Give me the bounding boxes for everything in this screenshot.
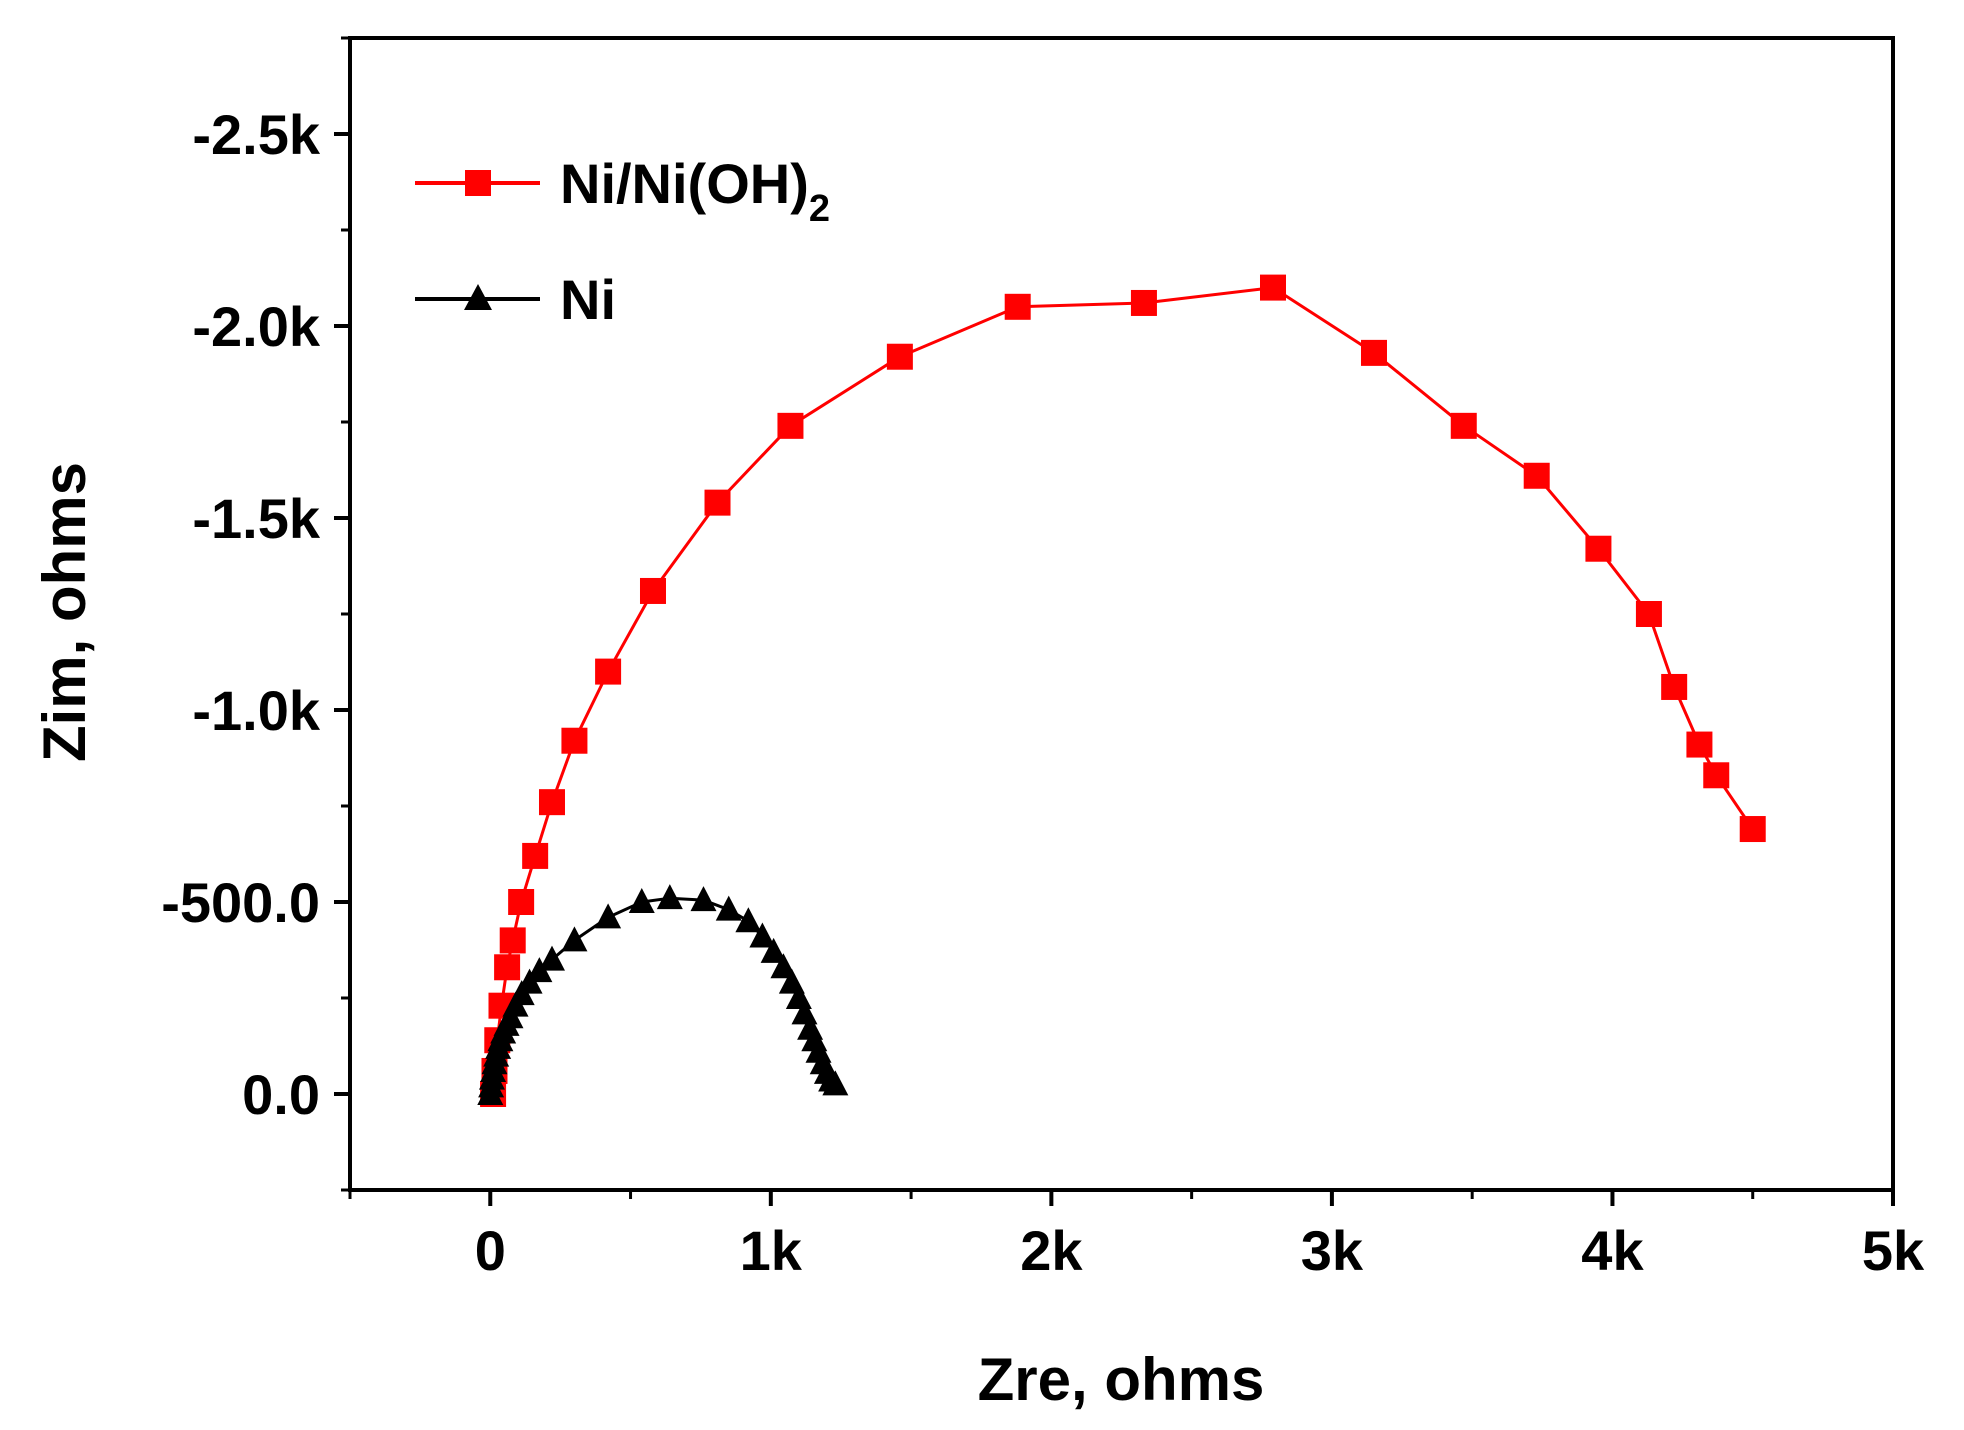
series-line-ni <box>488 896 837 1095</box>
data-point-ni-ni-oh-2 <box>1661 673 1688 700</box>
data-point-ni-ni-oh-2 <box>1450 412 1477 439</box>
data-point-ni-ni-oh-2 <box>1004 293 1031 320</box>
data-point-ni <box>822 1070 849 1096</box>
x-tick-label: 2k <box>1020 1219 1083 1282</box>
legend-label-main: Ni/Ni(OH) <box>560 152 809 215</box>
data-point-ni <box>735 907 762 933</box>
data-point-ni-ni-oh-2 <box>1739 816 1766 843</box>
legend-entry-ni: Ni <box>415 268 616 331</box>
data-point-ni-ni-oh-2 <box>886 343 913 370</box>
legend-entry-ni-ni-oh2: Ni/Ni(OH)2 <box>415 152 830 230</box>
data-point-ni <box>538 945 565 971</box>
y-tick-label: 0.0 <box>242 1063 320 1126</box>
data-point-ni-ni-oh-2 <box>1703 762 1730 789</box>
data-point-ni-ni-oh-2 <box>508 889 535 915</box>
y-tick-label: -2.0k <box>192 295 320 358</box>
data-point-ni-ni-oh-2 <box>1686 731 1713 758</box>
data-point-ni <box>656 884 683 910</box>
data-point-ni <box>770 953 797 979</box>
y-tick-label: -500.0 <box>161 871 320 934</box>
data-point-ni-ni-oh-2 <box>499 927 526 954</box>
data-point-ni <box>595 903 622 929</box>
data-point-ni <box>526 957 553 983</box>
y-axis-label: Zim, ohms <box>31 462 98 762</box>
data-point-ni-ni-oh-2 <box>1259 274 1286 301</box>
data-point-ni-ni-oh-2 <box>704 489 731 516</box>
data-point-ni-ni-oh-2 <box>1130 289 1157 316</box>
legend-label-ni: Ni <box>560 268 616 331</box>
data-point-ni <box>690 886 717 912</box>
legend-marker-square <box>465 170 491 196</box>
data-point-ni-ni-oh-2 <box>1523 462 1550 489</box>
data-point-ni-ni-oh-2 <box>595 658 622 685</box>
data-point-ni-ni-oh-2 <box>1585 535 1612 562</box>
legend-marker-triangle <box>464 284 492 310</box>
data-point-ni <box>628 888 655 913</box>
y-tick-label: -1.0k <box>192 679 320 742</box>
data-point-ni-ni-oh-2 <box>561 727 588 754</box>
x-tick-label: 4k <box>1581 1219 1644 1282</box>
data-point-ni <box>561 926 588 952</box>
x-tick-label: 1k <box>740 1219 803 1282</box>
y-tick-label: -2.5k <box>192 103 320 166</box>
legend-label-subscript: 2 <box>809 188 830 230</box>
data-point-ni-ni-oh-2 <box>1635 601 1662 627</box>
data-point-ni <box>760 937 787 963</box>
data-point-ni-ni-oh-2 <box>1360 339 1387 366</box>
x-tick-label: 0 <box>475 1219 506 1282</box>
y-tick-label: -1.5k <box>192 487 320 550</box>
x-tick-label: 5k <box>1862 1219 1925 1282</box>
x-tick-label: 3k <box>1301 1219 1364 1282</box>
x-axis-label: Zre, ohms <box>978 1346 1265 1413</box>
data-point-ni-ni-oh-2 <box>522 842 549 869</box>
legend-label-ni-ni-oh2: Ni/Ni(OH)2 <box>560 152 830 230</box>
data-point-ni-ni-oh-2 <box>494 954 521 981</box>
data-point-ni-ni-oh-2 <box>538 789 565 816</box>
series-line-ni-ni-oh-2 <box>491 286 1754 1095</box>
data-point-ni-ni-oh-2 <box>777 412 804 439</box>
legend: Ni/Ni(OH)2 Ni <box>415 152 830 331</box>
data-point-ni-ni-oh-2 <box>639 577 666 604</box>
data-point-ni <box>715 895 742 921</box>
axis-ticks: 0 1k 2k 3k 4k 5k 0.0 -500.0 -1.0k -1.5k -2.0k -2.5k <box>161 36 1925 1282</box>
data-point-ni <box>749 922 776 948</box>
series-layer <box>477 274 1766 1107</box>
